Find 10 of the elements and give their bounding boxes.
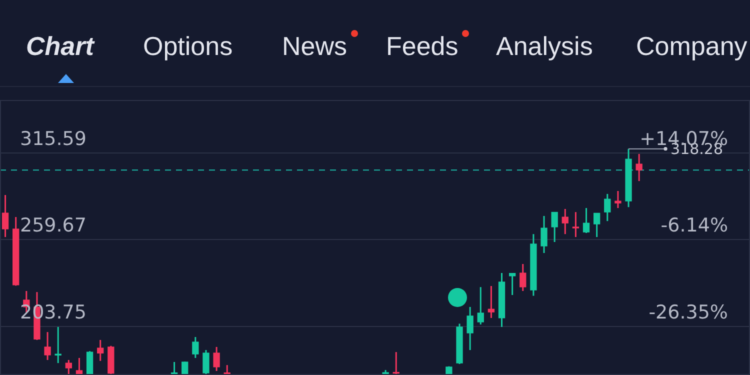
text: Company (636, 31, 748, 62)
y-tick-label: 315.59 (20, 128, 86, 150)
y2-tick-label: -26.35% (648, 301, 728, 324)
y2-tick-label: -6.14% (660, 214, 728, 237)
text: Chart (26, 31, 94, 62)
y-tick-label: 259.67 (20, 214, 86, 237)
text: Feeds (386, 31, 458, 62)
text: Options (143, 31, 233, 62)
text: Analysis (496, 31, 593, 62)
text: News (282, 31, 348, 62)
